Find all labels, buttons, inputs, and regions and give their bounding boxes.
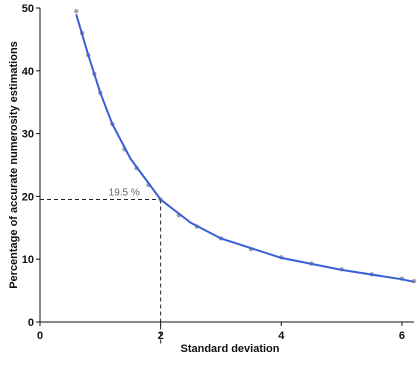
annotation-label: 19.5 % [109, 188, 140, 199]
y-tick-label: 20 [22, 191, 34, 203]
y-tick-label: 40 [22, 66, 34, 78]
scatter-points [73, 8, 417, 284]
y-tick-label: 30 [22, 129, 34, 141]
x-tick-label: 2 [158, 330, 164, 342]
tick-labels: 0 2 4 6 0 10 20 30 40 50 [22, 3, 405, 342]
x-tick-label: 4 [278, 330, 285, 342]
y-axis-title: Percentage of accurate numerosity estima… [8, 41, 20, 289]
axes [39, 8, 414, 323]
fit-line [75, 14, 415, 283]
x-tick-label: 0 [37, 330, 43, 342]
reference-lines [40, 199, 162, 345]
x-tick-label: 6 [399, 330, 405, 342]
scatter-point [73, 8, 79, 14]
x-axis-title: Standard deviation [180, 343, 279, 355]
fit-curve [75, 14, 415, 283]
y-tick-label: 10 [22, 254, 34, 266]
y-tick-label: 50 [22, 3, 34, 15]
y-tick-label: 0 [28, 317, 34, 329]
